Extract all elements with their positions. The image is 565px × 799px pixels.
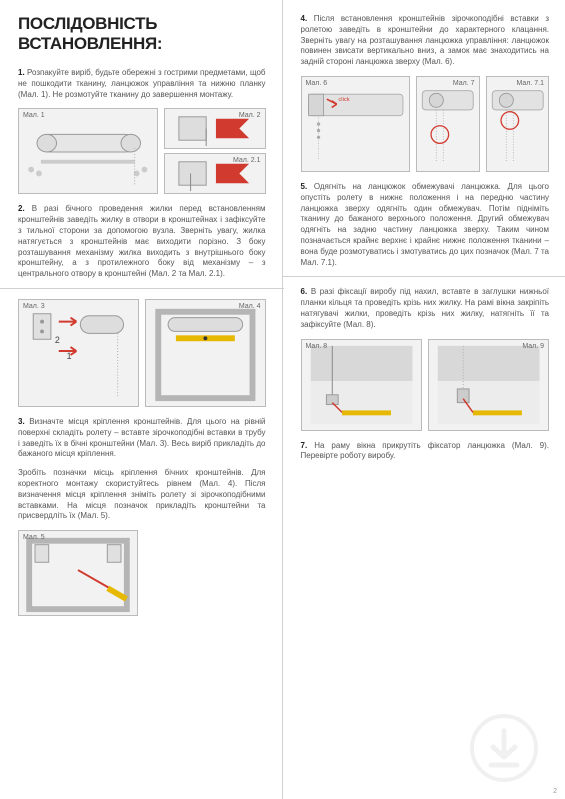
figure-9: Мал. 9 bbox=[428, 339, 549, 431]
figure-2: Мал. 2 bbox=[164, 108, 266, 149]
figure-row-1-2: Мал. 1 Мал. 2 bbox=[18, 108, 266, 194]
figure-1: Мал. 1 bbox=[18, 108, 158, 194]
figure-3: Мал. 3 2 1 bbox=[18, 299, 139, 407]
figure-1-svg bbox=[19, 109, 157, 193]
page-number: 2 bbox=[553, 788, 557, 795]
step-5-text: 5. Одягніть на ланцюжок обмежувачі ланцю… bbox=[301, 182, 550, 268]
figure-9-label: Мал. 9 bbox=[522, 343, 544, 350]
step-2-text: 2. В разі бічного проведення жилки перед… bbox=[18, 204, 266, 280]
svg-text:1: 1 bbox=[67, 351, 72, 361]
figure-9-svg bbox=[429, 340, 548, 430]
figure-5-svg bbox=[19, 531, 137, 615]
figure-7-1-label: Мал. 7.1 bbox=[516, 80, 544, 87]
step-3-text: 3. Визначте місця кріплення кронштейнів.… bbox=[18, 417, 266, 460]
figure-2-label: Мал. 2 bbox=[239, 112, 261, 119]
horizontal-separator-right bbox=[283, 276, 565, 277]
figure-7-label: Мал. 7 bbox=[453, 80, 475, 87]
figure-8-svg bbox=[302, 340, 421, 430]
figure-7: Мал. 7 bbox=[416, 76, 479, 172]
figure-5-label: Мал. 5 bbox=[23, 534, 45, 541]
step-4-text: 4. Після встановлення кронштейнів зірочк… bbox=[301, 14, 550, 68]
figure-7-1: Мал. 7.1 bbox=[486, 76, 549, 172]
figure-4-label: Мал. 4 bbox=[239, 303, 261, 310]
right-column: 4. Після встановлення кронштейнів зірочк… bbox=[283, 0, 565, 799]
horizontal-separator-left bbox=[0, 288, 284, 289]
watermark-icon bbox=[469, 713, 539, 783]
instruction-page: ПОСЛІДОВНІСТЬ ВСТАНОВЛЕННЯ: 1. Розпакуйт… bbox=[0, 0, 565, 799]
figure-row-5: Мал. 5 bbox=[18, 530, 266, 616]
figure-8: Мал. 8 bbox=[301, 339, 422, 431]
step-1-text: 1. Розпакуйте виріб, будьте обережні з г… bbox=[18, 68, 266, 100]
figure-3-svg: 2 1 bbox=[19, 300, 138, 406]
left-column: ПОСЛІДОВНІСТЬ ВСТАНОВЛЕННЯ: 1. Розпакуйт… bbox=[0, 0, 283, 799]
figure-3-label: Мал. 3 bbox=[23, 303, 45, 310]
figure-4-svg bbox=[146, 300, 265, 406]
figure-row-8-9: Мал. 8 Мал. 9 bbox=[301, 339, 550, 431]
page-title: ПОСЛІДОВНІСТЬ ВСТАНОВЛЕННЯ: bbox=[18, 14, 266, 54]
figure-1-label: Мал. 1 bbox=[23, 112, 45, 119]
figure-2-1: Мал. 2.1 bbox=[164, 153, 266, 194]
figure-6-svg: click bbox=[302, 77, 410, 171]
figure-7-svg bbox=[417, 77, 478, 171]
figure-4: Мал. 4 bbox=[145, 299, 266, 407]
step-6-text: 6. В разі фіксації виробу під нахил, вст… bbox=[301, 287, 550, 330]
figure-8-label: Мал. 8 bbox=[306, 343, 328, 350]
figure-row-6-7: Мал. 6 click Мал. 7 bbox=[301, 76, 550, 172]
figure-5: Мал. 5 bbox=[18, 530, 138, 616]
step-7-text: 7. На раму вікна прикрутіть фіксатор лан… bbox=[301, 441, 550, 463]
figure-7-1-svg bbox=[487, 77, 548, 171]
figure-6-label: Мал. 6 bbox=[306, 80, 328, 87]
figure-6: Мал. 6 click bbox=[301, 76, 411, 172]
figure-row-3-4: Мал. 3 2 1 Мал. 4 bbox=[18, 299, 266, 407]
figure-2-1-label: Мал. 2.1 bbox=[233, 157, 261, 164]
click-label: click bbox=[338, 97, 349, 103]
step-3b-text: Зробіть позначки місць кріплення бічних … bbox=[18, 468, 266, 522]
svg-text:2: 2 bbox=[55, 335, 60, 345]
